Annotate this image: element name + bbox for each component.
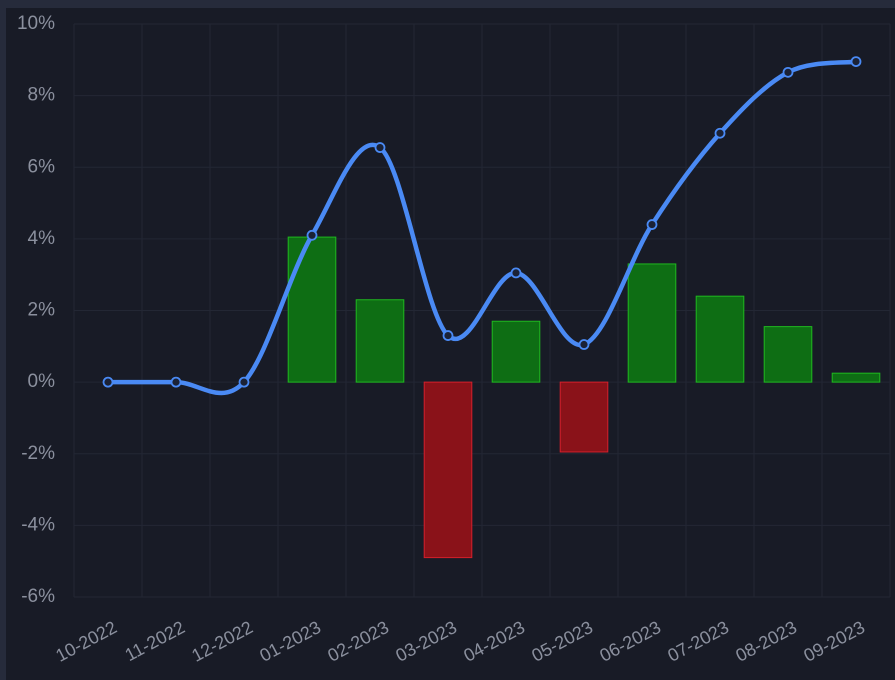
bar	[627, 263, 677, 383]
y-tick-label: 4%	[28, 228, 56, 249]
line-point	[170, 376, 182, 388]
bar	[695, 295, 745, 383]
y-tick-label: -4%	[21, 514, 55, 535]
line-point	[306, 229, 318, 241]
bar	[763, 326, 813, 383]
line-point	[238, 376, 250, 388]
y-tick-label: -6%	[21, 586, 55, 607]
y-tick-label: 2%	[28, 300, 56, 321]
y-tick-label: -2%	[21, 443, 55, 464]
line-point	[578, 339, 590, 350]
bar	[423, 381, 473, 559]
y-tick-label: 10%	[17, 13, 55, 34]
line-point	[442, 330, 454, 341]
line-point	[782, 66, 794, 78]
y-tick-label: 8%	[28, 85, 56, 106]
bar	[559, 381, 609, 453]
line-point	[714, 127, 726, 139]
line-point	[646, 219, 658, 230]
y-tick-label: 6%	[28, 156, 56, 177]
bar	[287, 236, 337, 383]
line-point	[510, 267, 522, 279]
bar	[491, 320, 541, 383]
line	[107, 59, 857, 396]
y-tick-label: 0%	[28, 371, 56, 392]
line-point	[102, 376, 114, 388]
bar	[355, 299, 405, 383]
line-point	[374, 142, 386, 153]
plot-background	[6, 8, 895, 680]
line-point	[850, 56, 862, 68]
bar	[831, 372, 881, 383]
